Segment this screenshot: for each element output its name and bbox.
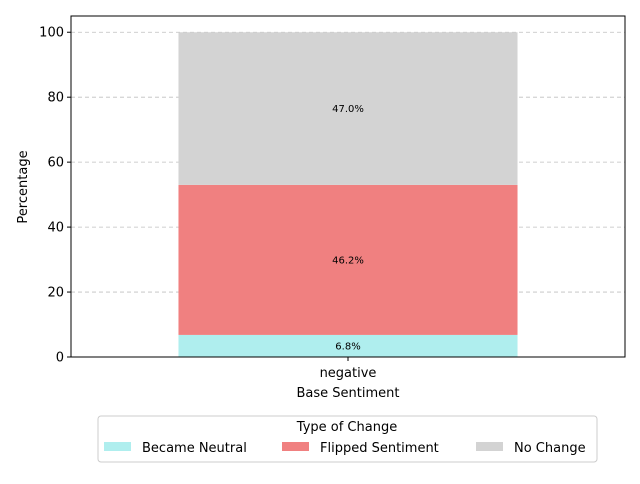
bar-segment-flipped-sentiment bbox=[178, 184, 518, 335]
bar-segment-became-neutral bbox=[178, 334, 518, 357]
y-tick-label: 40 bbox=[47, 221, 64, 236]
legend-label: Flipped Sentiment bbox=[320, 441, 439, 456]
data-label: 6.8% bbox=[335, 341, 360, 352]
data-labels: 6.8% 46.2% 47.0% bbox=[332, 104, 364, 352]
legend-label: Became Neutral bbox=[142, 441, 247, 456]
data-label: 47.0% bbox=[332, 104, 364, 115]
y-tick-label: 80 bbox=[47, 91, 64, 106]
legend: Type of Change Became Neutral Flipped Sen… bbox=[97, 415, 598, 463]
legend-swatch bbox=[476, 442, 503, 451]
x-axis-label: Base Sentiment bbox=[297, 386, 400, 401]
y-tick-label: 0 bbox=[56, 351, 64, 366]
legend-label: No Change bbox=[514, 441, 586, 456]
x-tick-label: negative bbox=[320, 366, 377, 381]
data-label: 46.2% bbox=[332, 255, 364, 266]
legend-title: Type of Change bbox=[296, 420, 397, 435]
y-axis-ticks: 0 20 40 60 80 100 bbox=[39, 26, 71, 366]
legend-swatch bbox=[104, 442, 131, 451]
y-tick-label: 60 bbox=[47, 156, 64, 171]
bar-segment-no-change bbox=[178, 32, 518, 185]
legend-items: Became Neutral Flipped Sentiment No Change bbox=[104, 441, 586, 456]
legend-frame bbox=[97, 415, 598, 463]
y-tick-label: 20 bbox=[47, 286, 64, 301]
bars bbox=[178, 32, 518, 357]
x-axis-ticks: negative bbox=[320, 357, 377, 381]
y-axis-label: Percentage bbox=[16, 150, 31, 223]
legend-swatch bbox=[282, 442, 309, 451]
y-tick-label: 100 bbox=[39, 26, 64, 41]
